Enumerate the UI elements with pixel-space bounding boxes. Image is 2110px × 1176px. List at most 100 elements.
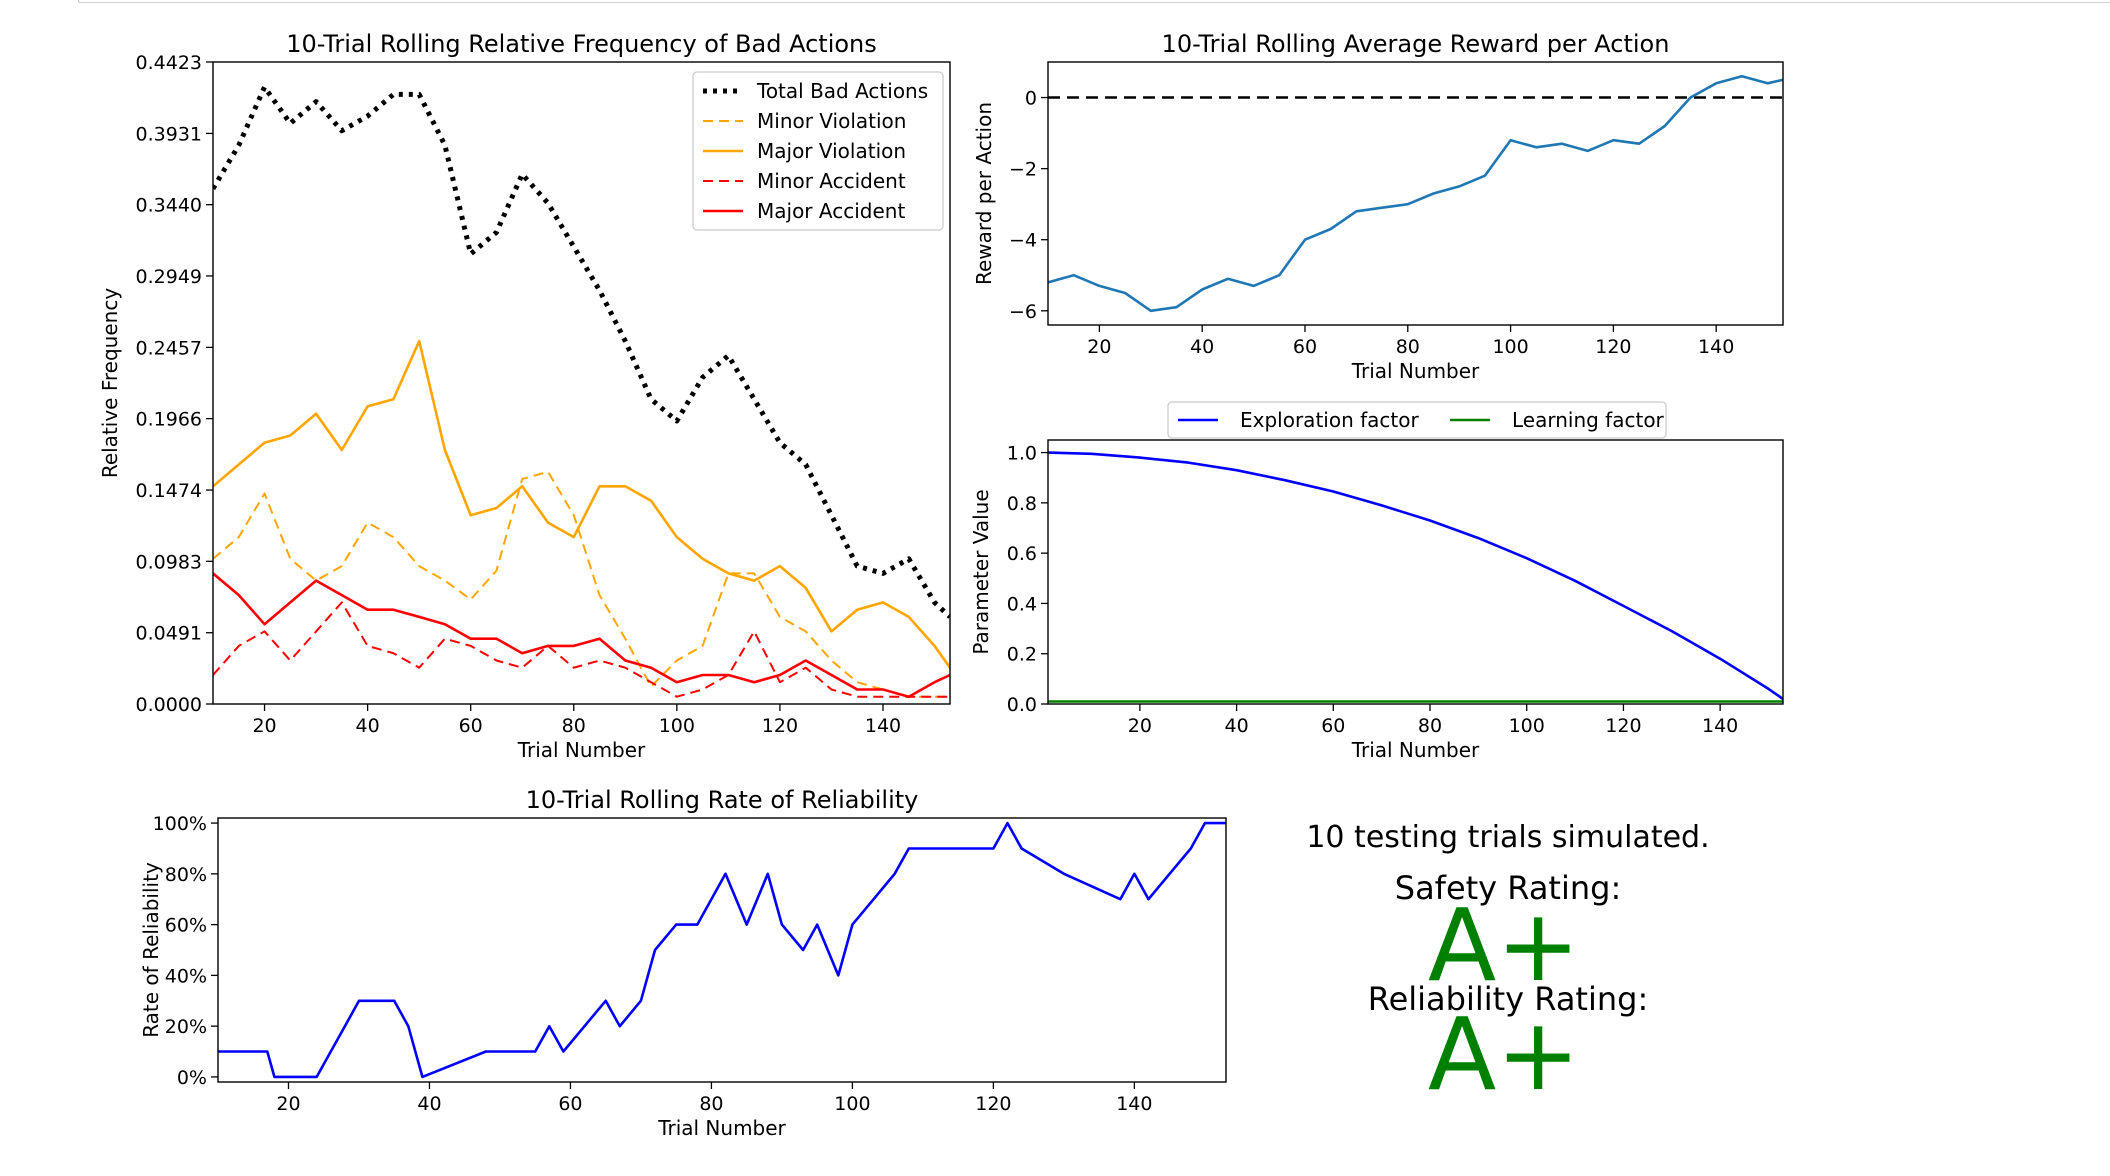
y-tick-label: 0%: [177, 1067, 207, 1089]
y-tick-label: 1.0: [1007, 443, 1037, 465]
x-tick-label: 140: [865, 715, 901, 737]
series-line-exploration-factor: [1048, 451, 1783, 701]
legend-label: Minor Accident: [757, 169, 906, 193]
legend-label: Major Violation: [757, 139, 906, 163]
y-tick-label: 100%: [153, 813, 207, 835]
x-tick-label: 40: [1190, 336, 1214, 358]
plot-area: [1048, 74, 1783, 313]
x-tick-label: 120: [975, 1093, 1011, 1115]
x-tick-label: 100: [1492, 336, 1528, 358]
series-line-minor-accident: [213, 601, 950, 698]
series-line-3: [218, 821, 1226, 1079]
y-tick-label: 0: [1025, 88, 1037, 110]
reliability-rating-label: Reliability Rating:: [1368, 980, 1648, 1018]
legend-box: [1167, 401, 1667, 439]
series-line-total-bad-actions: [213, 84, 950, 619]
y-tick-label: 0.8: [1007, 493, 1037, 515]
reliability-chart: 10-Trial Rolling Rate of Reliability 20 40…: [139, 786, 1227, 1140]
x-tick-label: 60: [1293, 336, 1317, 358]
x-tick-label: 80: [1418, 715, 1442, 737]
safety-rating-label: Safety Rating:: [1395, 869, 1621, 907]
trials-simulated-text: 10 testing trials simulated.: [1306, 820, 1709, 855]
chart-title: 10-Trial Rolling Relative Frequency of B…: [286, 30, 877, 58]
y-tick-label: 0.2457: [136, 337, 202, 359]
legend-label: Exploration factor: [1240, 408, 1419, 432]
x-tick-label: 60: [459, 715, 483, 737]
chart-title: 10-Trial Rolling Rate of Reliability: [526, 786, 919, 814]
x-axis-label: Trial Number: [517, 738, 646, 762]
notebook-cell-frame: [78, 0, 2110, 3]
x-tick-label: 20: [1128, 715, 1152, 737]
x-tick-label: 60: [558, 1093, 582, 1115]
x-tick-label: 100: [659, 715, 695, 737]
y-tick-label: 40%: [165, 965, 207, 987]
y-tick-label: 60%: [165, 915, 207, 937]
plot-area: [218, 821, 1226, 1079]
axes-frame: [1047, 439, 1784, 705]
bad-actions-chart: 10-Trial Rolling Relative Frequency of B…: [98, 30, 951, 762]
reliability-rating-grade: A+: [1428, 996, 1580, 1113]
x-axis-label: Trial Number: [1351, 359, 1480, 383]
y-axis-label: Reward per Action: [972, 102, 996, 285]
parameter-chart: 20 40 60 80 100 120 140 0.0 0.2 0.4 0.6 0.8 1.0 Trial…: [969, 401, 1784, 762]
axes-frame: [212, 61, 951, 705]
series-line-minor-violation: [213, 470, 950, 698]
x-axis-label: Trial Number: [1351, 738, 1480, 762]
legend-label: Total Bad Actions: [756, 79, 928, 103]
summary-panel: 10 testing trials simulated. Safety Rati…: [1306, 820, 1709, 1113]
safety-rating-grade: A+: [1428, 887, 1580, 1004]
x-tick-label: 40: [356, 715, 380, 737]
x-tick-label: 140: [1702, 715, 1738, 737]
x-tick-label: 80: [1396, 336, 1420, 358]
y-tick-label: 0.3440: [136, 195, 202, 217]
y-tick-label: 0.3931: [136, 123, 202, 145]
y-axis-label: Relative Frequency: [98, 288, 122, 478]
y-axis-label: Parameter Value: [969, 489, 993, 654]
y-tick-label: 80%: [165, 864, 207, 886]
x-tick-label: 40: [417, 1093, 441, 1115]
series-line-1: [1048, 74, 1783, 313]
x-tick-label: 40: [1224, 715, 1248, 737]
y-tick-label: 0.0000: [136, 694, 202, 716]
y-tick-label: 0.1474: [136, 480, 202, 502]
series-line-major-violation: [213, 339, 950, 669]
axes-frame: [1047, 61, 1784, 326]
y-tick-label: 0.2: [1007, 644, 1037, 666]
y-tick-label: −6: [1009, 301, 1037, 323]
series-line-major-accident: [213, 572, 950, 699]
y-tick-label: 0.4: [1007, 593, 1037, 615]
x-tick-label: 100: [834, 1093, 870, 1115]
y-tick-label: 0.2949: [136, 266, 202, 288]
legend-label: Major Accident: [757, 199, 905, 223]
axes-frame: [217, 817, 1227, 1083]
x-tick-label: 120: [1595, 336, 1631, 358]
chart-title: 10-Trial Rolling Average Reward per Acti…: [1162, 30, 1670, 58]
x-axis-label: Trial Number: [657, 1116, 786, 1140]
y-tick-label: 0.0983: [136, 551, 202, 573]
plot-area: [1048, 451, 1783, 703]
x-tick-label: 120: [762, 715, 798, 737]
y-tick-label: −4: [1009, 230, 1037, 252]
x-tick-label: 80: [699, 1093, 723, 1115]
x-tick-label: 20: [1087, 336, 1111, 358]
y-tick-label: −2: [1009, 159, 1037, 181]
x-tick-label: 80: [562, 715, 586, 737]
y-tick-label: 20%: [165, 1016, 207, 1038]
legend-box: [692, 71, 944, 231]
y-tick-label: 0.1966: [136, 409, 202, 431]
reward-chart: 10-Trial Rolling Average Reward per Acti…: [972, 30, 1784, 383]
y-tick-label: 0.6: [1007, 543, 1037, 565]
y-axis-label: Rate of Reliability: [139, 862, 163, 1038]
legend-label: Learning factor: [1512, 408, 1665, 432]
x-tick-label: 140: [1116, 1093, 1152, 1115]
x-tick-label: 120: [1605, 715, 1641, 737]
y-tick-label: 0.4423: [136, 52, 202, 74]
legend-label: Minor Violation: [757, 109, 906, 133]
x-tick-label: 20: [252, 715, 276, 737]
x-tick-label: 100: [1509, 715, 1545, 737]
plot-area: [213, 84, 950, 699]
x-tick-label: 20: [276, 1093, 300, 1115]
y-tick-label: 0.0491: [136, 623, 202, 645]
y-tick-label: 0.0: [1007, 694, 1037, 716]
